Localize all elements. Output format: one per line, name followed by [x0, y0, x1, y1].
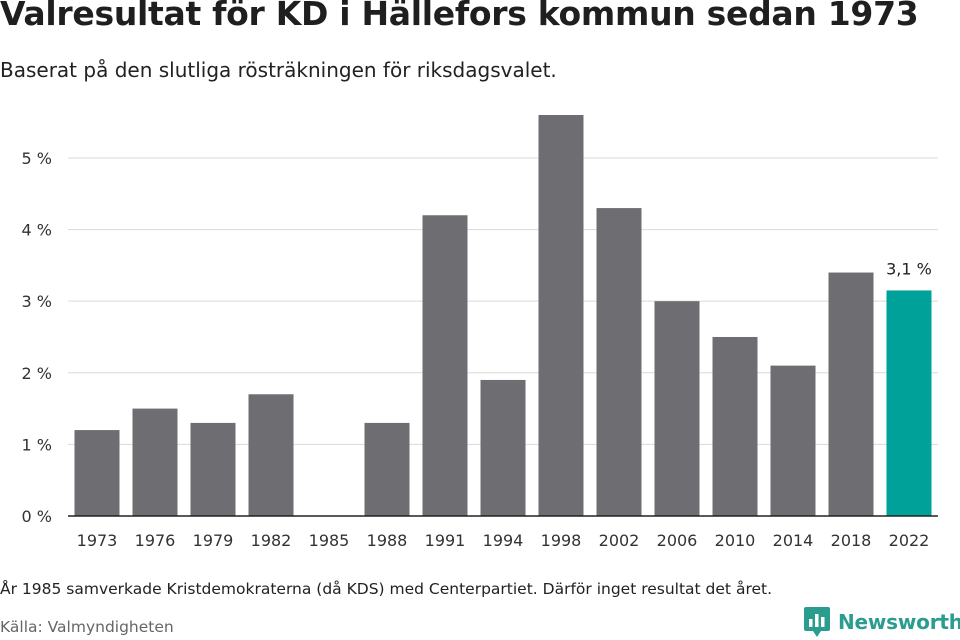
bar: [132, 408, 178, 516]
y-tick-label: 0 %: [22, 507, 52, 526]
bar: [248, 394, 294, 516]
x-tick-label: 2018: [831, 531, 872, 550]
x-tick-label: 1991: [425, 531, 466, 550]
bar: [654, 301, 700, 516]
y-tick-label: 5 %: [22, 149, 52, 168]
x-tick-label: 1979: [193, 531, 234, 550]
brand-name: Newsworthy: [838, 610, 960, 634]
x-tick-label: 2022: [889, 531, 930, 550]
data-label: 3,1 %: [886, 259, 932, 278]
bar: [538, 115, 584, 516]
bar: [886, 290, 932, 516]
bar: [596, 208, 642, 516]
x-tick-label: 2002: [599, 531, 640, 550]
x-tick-label: 2010: [715, 531, 756, 550]
bar-chart: 0 % 1 % 2 % 3 % 4 % 5 % 1973 1976 1979 1982 1985 19…: [22, 115, 938, 550]
bar: [74, 430, 120, 516]
chart-subtitle: Baserat på den slutliga rösträkningen fö…: [0, 58, 557, 82]
chart-title: Valresultat för KD i Hällefors kommun se…: [0, 0, 919, 33]
y-tick-label: 1 %: [22, 435, 52, 454]
bar: [828, 272, 874, 516]
y-tick-label: 4 %: [22, 221, 52, 240]
source-note: Källa: Valmyndigheten: [0, 618, 174, 636]
bar: [190, 422, 236, 516]
x-tick-label: 1982: [251, 531, 292, 550]
bar: [770, 365, 816, 516]
bar: [712, 336, 758, 516]
x-tick-label: 1985: [309, 531, 350, 550]
x-tick-label: 1994: [483, 531, 524, 550]
footnote: År 1985 samverkade Kristdemokraterna (då…: [0, 580, 773, 598]
bar: [422, 215, 468, 516]
y-tick-label: 2 %: [22, 364, 52, 383]
x-tick-label: 1998: [541, 531, 582, 550]
bar: [364, 422, 410, 516]
x-tick-label: 1973: [77, 531, 118, 550]
bar: [480, 379, 526, 516]
x-tick-label: 2006: [657, 531, 698, 550]
x-tick-label: 1976: [135, 531, 176, 550]
y-tick-label: 3 %: [22, 292, 52, 311]
x-tick-label: 2014: [773, 531, 814, 550]
newsworthy-logo: Newsworthy: [804, 607, 960, 637]
x-tick-label: 1988: [367, 531, 408, 550]
newsworthy-logo-icon: [804, 607, 830, 637]
